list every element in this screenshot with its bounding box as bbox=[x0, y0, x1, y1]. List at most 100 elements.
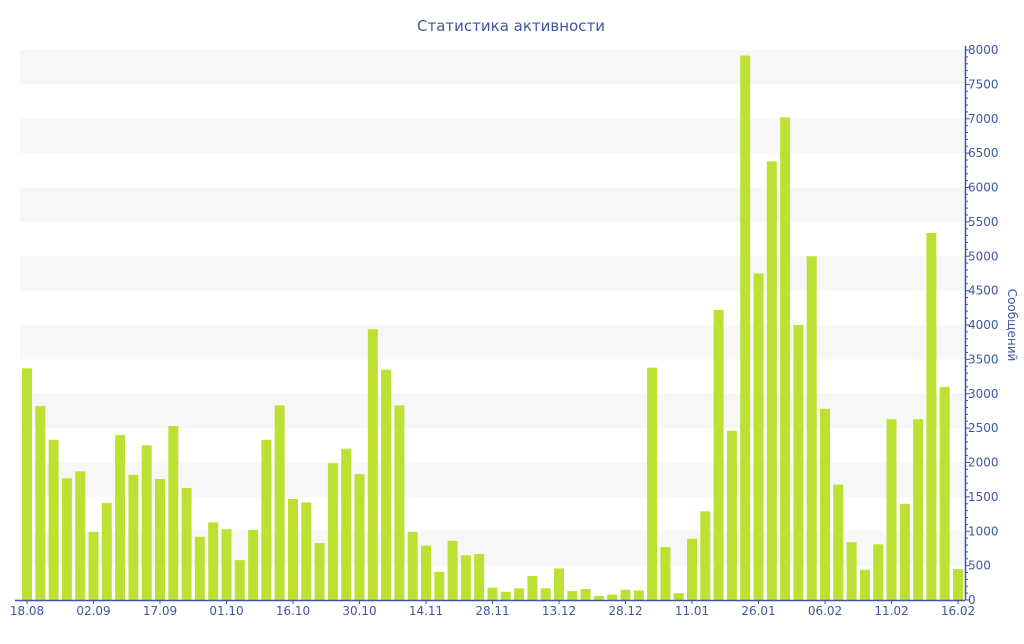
bar bbox=[194, 536, 205, 600]
bar bbox=[354, 474, 365, 600]
bar bbox=[633, 590, 644, 600]
x-tick-label: 16.02 bbox=[941, 604, 975, 618]
y-tick-label: 2500 bbox=[968, 421, 999, 435]
x-tick-label: 30.10 bbox=[342, 604, 376, 618]
bar bbox=[434, 571, 445, 600]
bar bbox=[288, 498, 298, 600]
bar bbox=[155, 479, 165, 600]
y-tick-label: 6000 bbox=[968, 181, 999, 195]
y-tick-label: 5500 bbox=[968, 215, 999, 229]
bar bbox=[766, 161, 777, 600]
bar bbox=[274, 405, 285, 600]
x-tick-label: 01.10 bbox=[209, 604, 243, 618]
bar bbox=[341, 448, 352, 600]
bar bbox=[381, 369, 392, 600]
x-tick-label: 18.08 bbox=[10, 604, 44, 618]
bar bbox=[660, 547, 671, 600]
bar bbox=[647, 367, 658, 600]
bar bbox=[61, 478, 72, 600]
x-tick-label: 28.11 bbox=[475, 604, 509, 618]
x-tick-label: 11.02 bbox=[874, 604, 908, 618]
bar bbox=[447, 540, 458, 600]
y-tick-label: 1500 bbox=[968, 490, 999, 504]
bar bbox=[713, 309, 724, 600]
grid-band bbox=[20, 256, 965, 291]
bar bbox=[859, 569, 870, 600]
bar bbox=[953, 569, 963, 600]
y-tick-label: 500 bbox=[968, 559, 991, 573]
bar bbox=[88, 531, 99, 600]
bar bbox=[673, 593, 684, 600]
bar bbox=[48, 439, 59, 600]
bars bbox=[22, 55, 963, 600]
bar bbox=[554, 568, 564, 600]
bar bbox=[261, 439, 272, 600]
bar bbox=[939, 386, 950, 600]
y-tick-label: 6500 bbox=[968, 146, 999, 160]
bar bbox=[913, 419, 924, 600]
bar bbox=[514, 588, 525, 600]
bar bbox=[407, 531, 418, 600]
bar bbox=[208, 522, 219, 600]
bar bbox=[873, 544, 884, 600]
grid-band bbox=[20, 187, 965, 222]
bar bbox=[22, 368, 32, 600]
x-axis: 18.08 02.09 17.09 01.10 16.10 30.10 14.11 28.11… bbox=[10, 599, 975, 618]
bar bbox=[487, 587, 498, 600]
x-tick-label: 14.11 bbox=[409, 604, 443, 618]
bar bbox=[314, 542, 325, 600]
bar bbox=[128, 474, 139, 600]
bar bbox=[367, 329, 378, 600]
x-tick-label: 11.01 bbox=[675, 604, 709, 618]
bar bbox=[899, 503, 910, 600]
y-tick-label: 5000 bbox=[968, 249, 999, 263]
bar bbox=[833, 484, 844, 600]
y-tick-label: 4000 bbox=[968, 318, 999, 332]
y-tick-label: 7000 bbox=[968, 112, 999, 126]
y-tick-label: 8000 bbox=[968, 43, 999, 57]
bar bbox=[115, 435, 126, 600]
bar bbox=[221, 529, 232, 600]
bar bbox=[234, 560, 245, 600]
bar bbox=[527, 575, 538, 600]
bar bbox=[301, 502, 312, 600]
bar bbox=[886, 419, 897, 600]
bar bbox=[687, 538, 697, 600]
bar bbox=[75, 471, 86, 600]
bar bbox=[846, 542, 857, 600]
bar bbox=[726, 430, 737, 600]
bar bbox=[141, 445, 152, 600]
x-tick-label: 02.09 bbox=[76, 604, 110, 618]
y-axis: 0 500 1000 1500 2000 2500 3000 3500 4000 4500 5000… bbox=[964, 43, 999, 607]
bar bbox=[820, 408, 830, 600]
bar bbox=[926, 232, 937, 600]
bar bbox=[740, 55, 751, 600]
bar bbox=[753, 273, 764, 600]
bar bbox=[101, 503, 112, 600]
bar bbox=[780, 117, 791, 600]
bar bbox=[593, 595, 604, 600]
y-tick-label: 4500 bbox=[968, 284, 999, 298]
y-tick-label: 7500 bbox=[968, 77, 999, 91]
x-tick-label: 28.12 bbox=[608, 604, 642, 618]
bar bbox=[168, 426, 179, 600]
y-tick-label: 3500 bbox=[968, 352, 999, 366]
bar bbox=[500, 591, 511, 600]
y-tick-label: 3000 bbox=[968, 387, 999, 401]
bar bbox=[460, 555, 471, 600]
bar bbox=[35, 406, 46, 600]
bar bbox=[181, 487, 192, 600]
x-tick-label: 26.01 bbox=[741, 604, 775, 618]
bar bbox=[620, 589, 631, 600]
bar bbox=[474, 553, 485, 600]
bar bbox=[580, 589, 591, 600]
bar bbox=[394, 405, 405, 600]
y-tick-label: 1000 bbox=[968, 524, 999, 538]
grid-band bbox=[20, 118, 965, 154]
grid-band bbox=[20, 325, 965, 360]
bar bbox=[540, 588, 551, 600]
bar bbox=[793, 325, 804, 600]
bar bbox=[421, 545, 431, 600]
grid-band bbox=[20, 50, 965, 85]
